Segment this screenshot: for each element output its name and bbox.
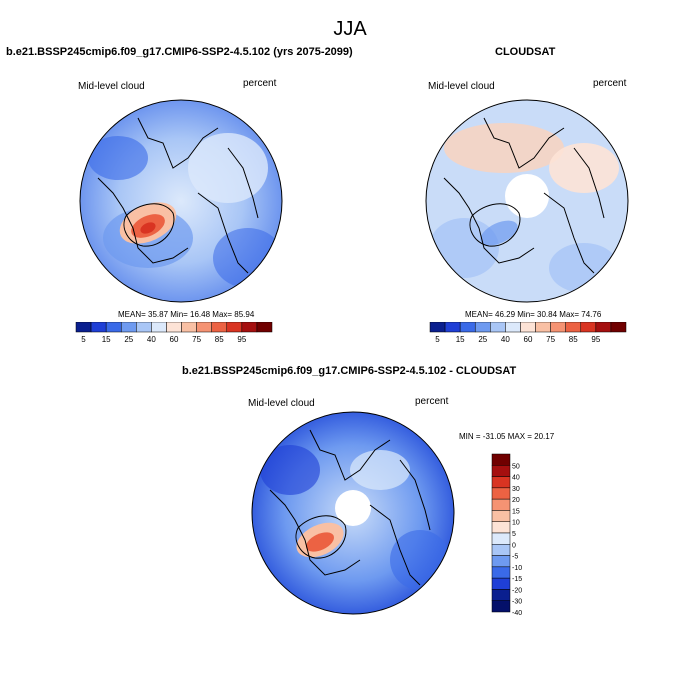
panel-3-title: b.e21.BSSP245cmip6.f09_g17.CMIP6-SSP2-4.… — [182, 365, 517, 377]
panel-2-variable-label: Mid-level cloud — [428, 81, 495, 92]
panel-2-units-label: percent — [593, 78, 627, 89]
colorbar-swatch — [474, 322, 491, 333]
colorbar-swatch — [196, 322, 212, 333]
colorbar-tick-label: -5 — [512, 554, 518, 561]
colorbar-tick-label: 95 — [591, 335, 600, 344]
colorbar-swatch — [444, 322, 461, 333]
colorbar-swatch — [491, 510, 511, 522]
colorbar-swatch — [120, 322, 137, 333]
colorbar-swatch — [491, 487, 511, 500]
colorbar-swatch — [136, 322, 152, 333]
colorbar-swatch — [181, 322, 197, 333]
panel-2-colorbar: 5 15 25 40 60 75 85 95 — [429, 322, 627, 344]
colorbar-swatch — [491, 577, 511, 590]
colorbar-swatch — [491, 589, 511, 601]
panel-3-units-label: percent — [415, 396, 449, 407]
colorbar-tick-label: -15 — [512, 576, 522, 583]
colorbar-tick-label: 75 — [192, 335, 201, 344]
colorbar-swatch — [459, 322, 476, 333]
colorbar-tick-label: 85 — [569, 335, 578, 344]
colorbar-tick-label: 40 — [147, 335, 156, 344]
panel-1-stats: MEAN= 35.87 Min= 16.48 Max= 85.94 — [118, 310, 255, 319]
colorbar-tick-label: -40 — [512, 610, 522, 616]
colorbar-tick-label: 15 — [102, 335, 111, 344]
colorbar-tick-label: 5 — [435, 335, 440, 344]
colorbar-swatch — [490, 322, 506, 333]
panel-1-colorbar: 5 15 25 40 60 75 85 95 — [75, 322, 273, 344]
colorbar-swatch — [595, 322, 612, 333]
colorbar-swatch — [105, 322, 122, 333]
panel-2-stats: MEAN= 46.29 Min= 30.84 Max= 74.76 — [465, 310, 602, 319]
colorbar-swatch — [491, 453, 511, 466]
panel-1-title: b.e21.BSSP245cmip6.f09_g17.CMIP6-SSP2-4.… — [6, 46, 353, 58]
colorbar-swatch — [491, 521, 511, 534]
colorbar-tick-label: -10 — [512, 565, 522, 572]
colorbar-tick-label: 40 — [501, 335, 510, 344]
colorbar-tick-label: 20 — [512, 497, 520, 504]
colorbar-swatch — [211, 322, 228, 333]
colorbar-swatch — [520, 322, 536, 333]
panel-3-polar-map — [251, 411, 455, 615]
colorbar-tick-label: 15 — [456, 335, 465, 344]
colorbar-tick-label: 95 — [237, 335, 246, 344]
colorbar-swatch — [535, 322, 551, 333]
colorbar-swatch — [550, 322, 566, 333]
panel-1-polar-map — [79, 99, 283, 303]
colorbar-tick-label: 30 — [512, 486, 520, 493]
colorbar-tick-label: 50 — [512, 463, 520, 470]
panel-1-variable-label: Mid-level cloud — [78, 81, 145, 92]
colorbar-swatch — [90, 322, 107, 333]
panel-3-stats: MIN = -31.05 MAX = 20.17 — [459, 432, 555, 441]
panel-3-variable-label: Mid-level cloud — [248, 398, 315, 409]
figure-title: JJA — [333, 18, 367, 40]
colorbar-tick-label: 25 — [478, 335, 487, 344]
colorbar-tick-label: 15 — [512, 508, 520, 515]
colorbar-swatch — [580, 322, 597, 333]
colorbar-swatch — [241, 322, 258, 333]
colorbar-swatch — [166, 322, 182, 333]
colorbar-tick-label: 10 — [512, 520, 520, 527]
colorbar-swatch — [491, 476, 511, 489]
colorbar-swatch — [491, 566, 511, 579]
colorbar-tick-label: 60 — [524, 335, 533, 344]
colorbar-tick-label: 5 — [512, 531, 516, 538]
colorbar-swatch — [505, 322, 521, 333]
colorbar-swatch — [491, 555, 511, 568]
colorbar-tick-label: -30 — [512, 599, 522, 606]
colorbar-tick-label: 60 — [170, 335, 179, 344]
colorbar-tick-label: 85 — [215, 335, 224, 344]
panel-2-polar-map — [425, 99, 629, 303]
colorbar-tick-label: -20 — [512, 587, 522, 594]
colorbar-tick-label: 75 — [546, 335, 555, 344]
colorbar-swatch — [610, 322, 627, 333]
panel-2-title: CLOUDSAT — [495, 46, 556, 58]
colorbar-tick-label: 0 — [512, 542, 516, 549]
colorbar-swatch — [256, 322, 273, 333]
colorbar-swatch — [491, 532, 511, 545]
colorbar-tick-label: 25 — [124, 335, 133, 344]
panel-1-units-label: percent — [243, 78, 277, 89]
colorbar-swatch — [491, 465, 511, 477]
colorbar-swatch — [151, 322, 167, 333]
colorbar-swatch — [226, 322, 243, 333]
colorbar-tick-label: 5 — [81, 335, 86, 344]
colorbar-swatch — [565, 322, 582, 333]
colorbar-swatch — [491, 544, 511, 556]
colorbar-swatch — [491, 498, 511, 511]
colorbar-swatch — [429, 322, 446, 333]
colorbar-swatch — [491, 600, 511, 613]
colorbar-tick-label: 40 — [512, 475, 520, 482]
colorbar-swatch — [75, 322, 92, 333]
